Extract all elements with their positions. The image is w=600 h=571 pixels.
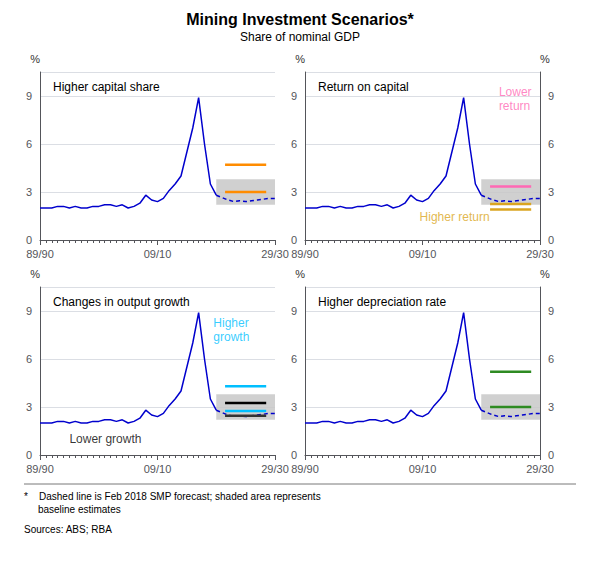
svg-text:09/10: 09/10 xyxy=(144,463,172,475)
svg-text:89/90: 89/90 xyxy=(291,463,319,475)
svg-text:%: % xyxy=(540,268,550,280)
svg-text:6: 6 xyxy=(548,138,554,150)
svg-text:Lower growth: Lower growth xyxy=(69,432,141,446)
svg-text:09/10: 09/10 xyxy=(409,248,437,260)
svg-text:0: 0 xyxy=(548,449,554,461)
svg-text:29/30: 29/30 xyxy=(526,248,554,260)
svg-text:Lower: Lower xyxy=(499,85,532,99)
svg-text:9: 9 xyxy=(548,90,554,102)
svg-text:%: % xyxy=(30,53,40,65)
svg-text:09/10: 09/10 xyxy=(409,463,437,475)
svg-text:29/30: 29/30 xyxy=(526,463,554,475)
svg-text:9: 9 xyxy=(26,90,32,102)
svg-text:89/90: 89/90 xyxy=(26,463,54,475)
svg-text:Higher: Higher xyxy=(213,316,248,330)
svg-text:29/30: 29/30 xyxy=(261,248,289,260)
svg-text:9: 9 xyxy=(548,305,554,317)
svg-text:%: % xyxy=(295,268,305,280)
svg-text:6: 6 xyxy=(291,138,297,150)
svg-text:89/90: 89/90 xyxy=(291,248,319,260)
svg-text:%: % xyxy=(540,53,550,65)
svg-text:* Dashed line is Feb 2018 S: * Dashed line is Feb 2018 SMP forecast; … xyxy=(24,491,321,502)
svg-text:3: 3 xyxy=(26,186,32,198)
svg-text:0: 0 xyxy=(26,234,32,246)
svg-text:Higher capital share: Higher capital share xyxy=(53,80,160,94)
svg-text:6: 6 xyxy=(291,353,297,365)
svg-text:6: 6 xyxy=(26,138,32,150)
svg-text:3: 3 xyxy=(548,401,554,413)
svg-text:Sources: ABS; RBA: Sources: ABS; RBA xyxy=(24,524,112,535)
svg-text:growth: growth xyxy=(213,330,249,344)
svg-text:Share of nominal GDP: Share of nominal GDP xyxy=(240,30,360,44)
svg-text:6: 6 xyxy=(26,353,32,365)
svg-text:29/30: 29/30 xyxy=(261,463,289,475)
svg-text:%: % xyxy=(295,53,305,65)
svg-text:89/90: 89/90 xyxy=(26,248,54,260)
svg-text:9: 9 xyxy=(291,305,297,317)
svg-text:return: return xyxy=(499,99,530,113)
svg-text:0: 0 xyxy=(26,449,32,461)
svg-text:3: 3 xyxy=(26,401,32,413)
svg-text:%: % xyxy=(30,268,40,280)
svg-text:Changes in output growth: Changes in output growth xyxy=(53,295,190,309)
svg-text:3: 3 xyxy=(291,186,297,198)
svg-text:0: 0 xyxy=(291,449,297,461)
svg-text:baseline estimates: baseline estimates xyxy=(24,504,121,515)
svg-text:Higher depreciation rate: Higher depreciation rate xyxy=(318,295,446,309)
svg-text:6: 6 xyxy=(548,353,554,365)
svg-text:0: 0 xyxy=(548,234,554,246)
svg-text:9: 9 xyxy=(291,90,297,102)
svg-text:0: 0 xyxy=(291,234,297,246)
svg-text:3: 3 xyxy=(548,186,554,198)
svg-text:3: 3 xyxy=(291,401,297,413)
svg-text:Mining Investment Scenarios*: Mining Investment Scenarios* xyxy=(186,11,414,28)
svg-text:Higher return: Higher return xyxy=(420,210,490,224)
svg-text:9: 9 xyxy=(26,305,32,317)
svg-text:Return on capital: Return on capital xyxy=(318,80,409,94)
svg-text:09/10: 09/10 xyxy=(144,248,172,260)
